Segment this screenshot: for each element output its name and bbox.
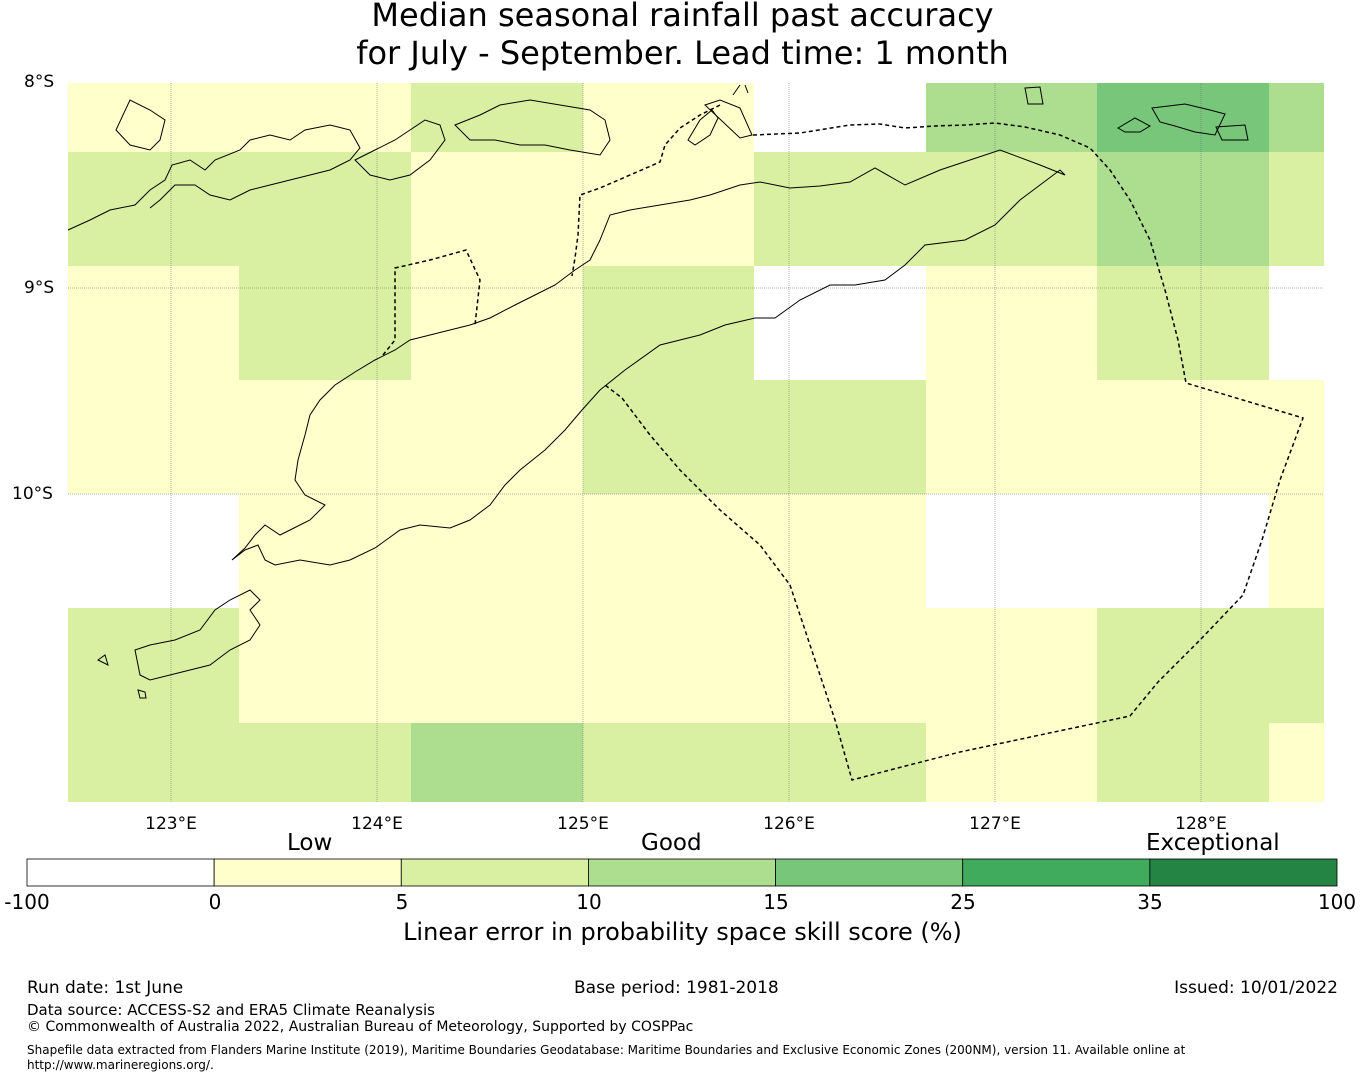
map-title-line1: Median seasonal rainfall past accuracy [371, 0, 994, 34]
copyright: © Commonwealth of Australia 2022, Austra… [27, 1019, 694, 1035]
grid-cell [1097, 152, 1269, 266]
grid-cell [754, 266, 926, 380]
grid-cell [1097, 380, 1269, 494]
grid-cell [583, 723, 754, 802]
run-date: Run date: 1st June [27, 978, 184, 998]
grid-cell [926, 723, 1097, 802]
maritime-boundaries [382, 104, 1304, 781]
base-period: Base period: 1981-2018 [574, 978, 779, 998]
colorbar-tick: 10 [576, 890, 602, 914]
data-source: Data source: ACCESS-S2 and ERA5 Climate … [27, 1001, 435, 1019]
grid-cell [1269, 83, 1324, 152]
map-title-line2: for July - September. Lead time: 1 month [356, 34, 1009, 72]
colorbar-tick: 25 [950, 890, 976, 914]
colorbar-segment [1149, 858, 1338, 887]
grid-cell [926, 83, 1097, 152]
colorbar-tick: 5 [395, 890, 409, 914]
colorbar-tick: 0 [208, 890, 222, 914]
grid-cell [68, 83, 239, 152]
colorbar-segment [775, 858, 964, 887]
grid-cell [411, 152, 583, 266]
grid-cell [1269, 266, 1324, 380]
grid-cell [754, 152, 926, 266]
grid-cell [1097, 494, 1269, 608]
colorbar-tick: 100 [1317, 890, 1357, 914]
grid-cell [754, 380, 926, 494]
graticule [68, 83, 1324, 802]
colorbar-label: Linear error in probability space skill … [403, 918, 962, 946]
lon-label-124e: 124°E [351, 814, 403, 834]
lat-label-9s: 9°S [24, 278, 55, 298]
grid-cell [411, 608, 583, 723]
lon-label-128e: 128°E [1175, 814, 1227, 834]
grid-cell [411, 83, 583, 152]
grid-cell [1097, 83, 1269, 152]
grid-cell [1269, 494, 1324, 608]
lat-label-8s: 8°S [24, 72, 55, 92]
grid-cell [583, 152, 754, 266]
lon-label-127e: 127°E [969, 814, 1021, 834]
grid-cell [411, 494, 583, 608]
grid-cell [239, 266, 411, 380]
grid-cell [239, 152, 411, 266]
grid-cell [411, 380, 583, 494]
category-exceptional: Exceptional [1146, 830, 1280, 856]
issued-date: Issued: 10/01/2022 [1174, 978, 1338, 998]
grid-cell [411, 723, 583, 802]
shapefile-credit-line1: Shapefile data extracted from Flanders M… [27, 1043, 1186, 1057]
grid-cell [68, 494, 239, 608]
grid-cell [1269, 152, 1324, 266]
grid-cell [583, 494, 754, 608]
grid-cell [239, 608, 411, 723]
grid-cell [926, 494, 1097, 608]
colorbar-segment [400, 858, 589, 887]
colorbar-tick: 35 [1137, 890, 1163, 914]
grid-cell [1097, 608, 1269, 723]
colorbar-segment [213, 858, 402, 887]
grid-cell [239, 723, 411, 802]
grid-cell [926, 380, 1097, 494]
grid-cell [239, 380, 411, 494]
shapefile-credit-line2: http://www.marineregions.org/. [27, 1058, 214, 1072]
grid-cell [1097, 266, 1269, 380]
skill-grid [68, 83, 1324, 802]
grid-cell [68, 152, 239, 266]
grid-cell [754, 608, 926, 723]
grid-cell [583, 608, 754, 723]
colorbar-segment [26, 858, 215, 887]
grid-cell [754, 494, 926, 608]
grid-cell [926, 266, 1097, 380]
grid-cell [1269, 723, 1324, 802]
grid-cell [239, 83, 411, 152]
colorbar-segment [962, 858, 1151, 887]
lat-label-10s: 10°S [12, 484, 53, 504]
grid-cell [1097, 723, 1269, 802]
grid-cell [583, 266, 754, 380]
category-low: Low [287, 830, 333, 856]
grid-cell [754, 723, 926, 802]
grid-cell [926, 608, 1097, 723]
category-good: Good [641, 830, 702, 856]
grid-cell [754, 83, 926, 152]
coastlines [67, 84, 1249, 699]
grid-cell [583, 380, 754, 494]
lon-label-125e: 125°E [557, 814, 609, 834]
lon-label-123e: 123°E [145, 814, 197, 834]
colorbar-segment [588, 858, 776, 887]
grid-cell [68, 608, 239, 723]
colorbar [26, 858, 1338, 887]
grid-cell [68, 723, 239, 802]
grid-cell [1269, 608, 1324, 723]
colorbar-tick: -100 [4, 890, 50, 914]
grid-cell [68, 380, 239, 494]
grid-cell [68, 266, 239, 380]
colorbar-tick: 15 [763, 890, 789, 914]
lon-label-126e: 126°E [763, 814, 815, 834]
grid-cell [239, 494, 411, 608]
